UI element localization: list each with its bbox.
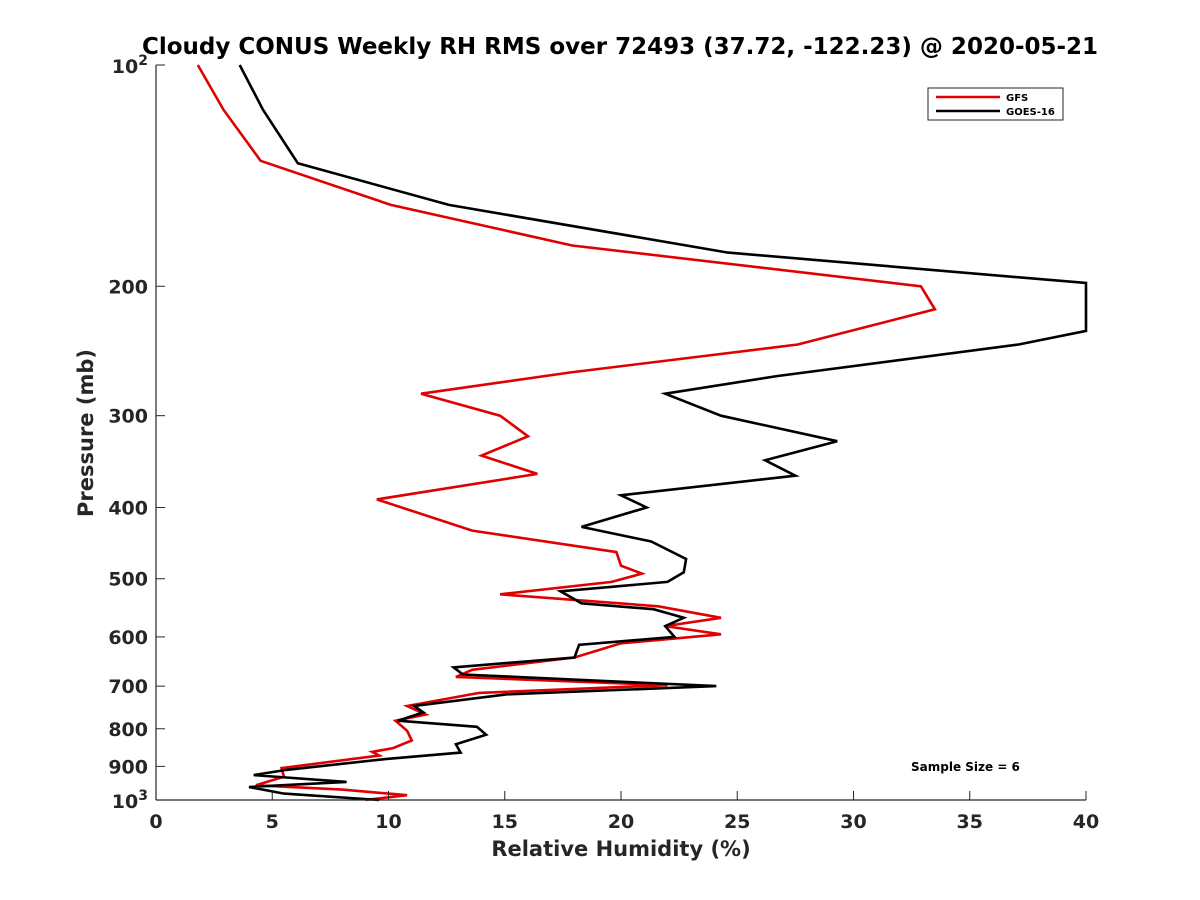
y-tick-label: 102	[112, 53, 148, 78]
legend: GFS GOES-16	[927, 87, 1064, 121]
legend-label-gfs: GFS	[1006, 93, 1028, 104]
x-axis-title: Relative Humidity (%)	[491, 837, 750, 861]
ticks-layer: 0 5 10 15 20 25 30 35 40 102 200 300 400 500 600 700 800…	[108, 53, 1099, 833]
x-tick-label: 35	[957, 811, 983, 833]
y-tick-label: 200	[108, 276, 148, 298]
y-tick-label: 103	[112, 788, 148, 813]
legend-box	[927, 87, 1064, 121]
chart-title: Cloudy CONUS Weekly RH RMS over 72493 (3…	[142, 34, 1098, 60]
x-tick-label: 10	[375, 811, 401, 833]
x-tick-label: 40	[1073, 811, 1099, 833]
legend-label-goes16: GOES-16	[1006, 107, 1055, 118]
y-tick-label: 800	[108, 719, 148, 741]
series-layer	[196, 64, 1088, 802]
y-tick-label: 400	[108, 498, 148, 520]
y-tick-label: 700	[108, 676, 148, 698]
x-tick-label: 0	[149, 811, 162, 833]
y-tick-label: 300	[108, 406, 148, 428]
plot-area	[156, 65, 1086, 800]
sample-size-annotation: Sample Size = 6	[911, 760, 1020, 774]
y-tick-label: 500	[108, 569, 148, 591]
x-tick-label: 25	[724, 811, 750, 833]
y-axis-title: Pressure (mb)	[74, 349, 98, 517]
x-tick-label: 30	[840, 811, 866, 833]
series-line-gfs	[196, 64, 937, 802]
x-tick-label: 5	[266, 811, 279, 833]
x-tick-label: 15	[492, 811, 518, 833]
y-tick-label: 900	[108, 756, 148, 778]
series-line-goes-16	[238, 64, 1088, 802]
x-tick-label: 20	[608, 811, 634, 833]
y-tick-label: 600	[108, 627, 148, 649]
